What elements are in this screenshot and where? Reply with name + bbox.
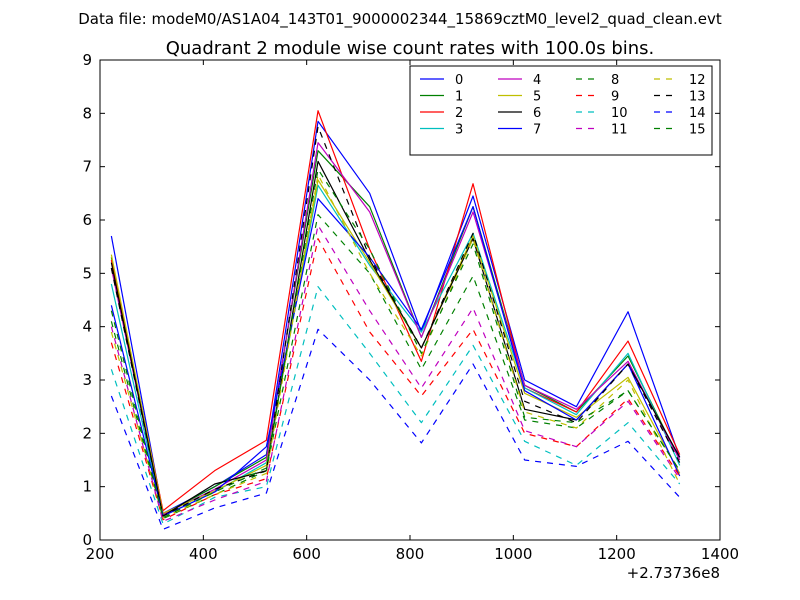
series-line-11 (110, 224, 681, 522)
series-line-8 (110, 214, 681, 520)
series-line-14 (110, 328, 681, 530)
y-tick-label: 3 (82, 371, 92, 389)
legend-label-5: 5 (533, 90, 541, 105)
legend-box (409, 65, 713, 156)
y-tick-label: 9 (82, 51, 92, 69)
series-line-2 (110, 110, 681, 512)
series-line-5 (110, 179, 681, 514)
series-line-7 (110, 198, 681, 517)
legend-label-11: 11 (611, 123, 628, 138)
legend-label-8: 8 (611, 73, 619, 88)
legend-label-15: 15 (689, 123, 706, 138)
legend-label-6: 6 (533, 106, 541, 121)
x-tick-label: 800 (396, 545, 425, 563)
y-tick-label: 8 (82, 104, 92, 122)
plot-area (110, 110, 681, 530)
x-tick-label: 200 (86, 545, 115, 563)
series-line-1 (110, 150, 681, 516)
series-line-0 (110, 120, 681, 514)
series-line-9 (110, 238, 681, 521)
y-tick-label: 6 (82, 211, 92, 229)
series-line-12 (110, 174, 681, 519)
y-tick-label: 5 (82, 264, 92, 282)
legend-label-1: 1 (455, 90, 463, 105)
x-tick-label: 1400 (701, 545, 739, 563)
series-line-3 (110, 184, 681, 517)
x-offset-label: +2.73736e8 (627, 564, 720, 582)
figure-suptitle: Data file: modeM0/AS1A04_143T01_90000023… (78, 10, 722, 29)
series-line-15 (110, 168, 681, 519)
y-tick-label: 0 (82, 531, 92, 549)
x-tick-label: 600 (292, 545, 321, 563)
chart-title: Quadrant 2 module wise count rates with … (166, 38, 655, 59)
x-tick-label: 1200 (598, 545, 636, 563)
series-line-6 (110, 160, 681, 517)
legend-label-14: 14 (689, 106, 706, 121)
y-tick-label: 2 (82, 424, 92, 442)
series-line-4 (110, 142, 681, 516)
legend-label-12: 12 (689, 73, 706, 88)
legend-label-10: 10 (611, 106, 628, 121)
y-tick-label: 7 (82, 158, 92, 176)
y-tick-label: 4 (82, 318, 92, 336)
legend-label-7: 7 (533, 123, 541, 138)
legend-label-0: 0 (455, 73, 463, 88)
legend-label-4: 4 (533, 73, 541, 88)
legend-label-2: 2 (455, 106, 463, 121)
x-tick-label: 400 (189, 545, 218, 563)
legend-label-3: 3 (455, 123, 463, 138)
legend-label-9: 9 (611, 90, 619, 105)
x-tick-label: 1000 (494, 545, 532, 563)
legend-label-13: 13 (689, 90, 706, 105)
y-tick-label: 1 (82, 478, 92, 496)
series-line-13 (110, 126, 681, 517)
